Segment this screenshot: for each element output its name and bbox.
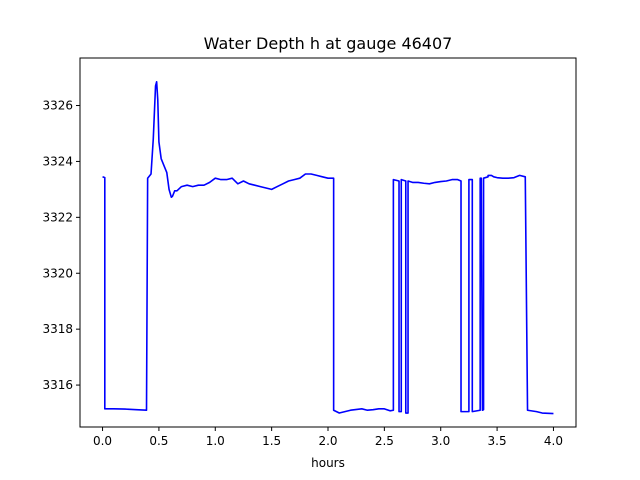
- chart-title: Water Depth h at gauge 46407: [204, 34, 453, 53]
- x-axis-ticks: 0.0 0.5 1.0 1.5 2.0 2.5 3.0 3.5 4.0: [93, 427, 563, 448]
- y-axis-ticks: 3316 3318 3320 3322 3324 3326: [42, 99, 80, 392]
- y-tick-label: 3316: [42, 378, 73, 392]
- x-tick-label: 1.5: [262, 434, 281, 448]
- y-tick-label: 3318: [42, 322, 73, 336]
- y-tick-label: 3326: [42, 99, 73, 113]
- y-tick-label: 3320: [42, 266, 73, 280]
- y-tick-label: 3322: [42, 210, 73, 224]
- series-line: [102, 80, 554, 415]
- x-tick-label: 3.0: [431, 434, 450, 448]
- x-tick-label: 4.0: [544, 434, 563, 448]
- x-tick-label: 0.0: [93, 434, 112, 448]
- x-tick-label: 2.0: [318, 434, 337, 448]
- y-tick-label: 3324: [42, 154, 73, 168]
- x-axis-label: hours: [311, 456, 345, 470]
- x-tick-label: 2.5: [375, 434, 394, 448]
- x-tick-label: 3.5: [488, 434, 507, 448]
- x-tick-label: 0.5: [149, 434, 168, 448]
- x-tick-label: 1.0: [206, 434, 225, 448]
